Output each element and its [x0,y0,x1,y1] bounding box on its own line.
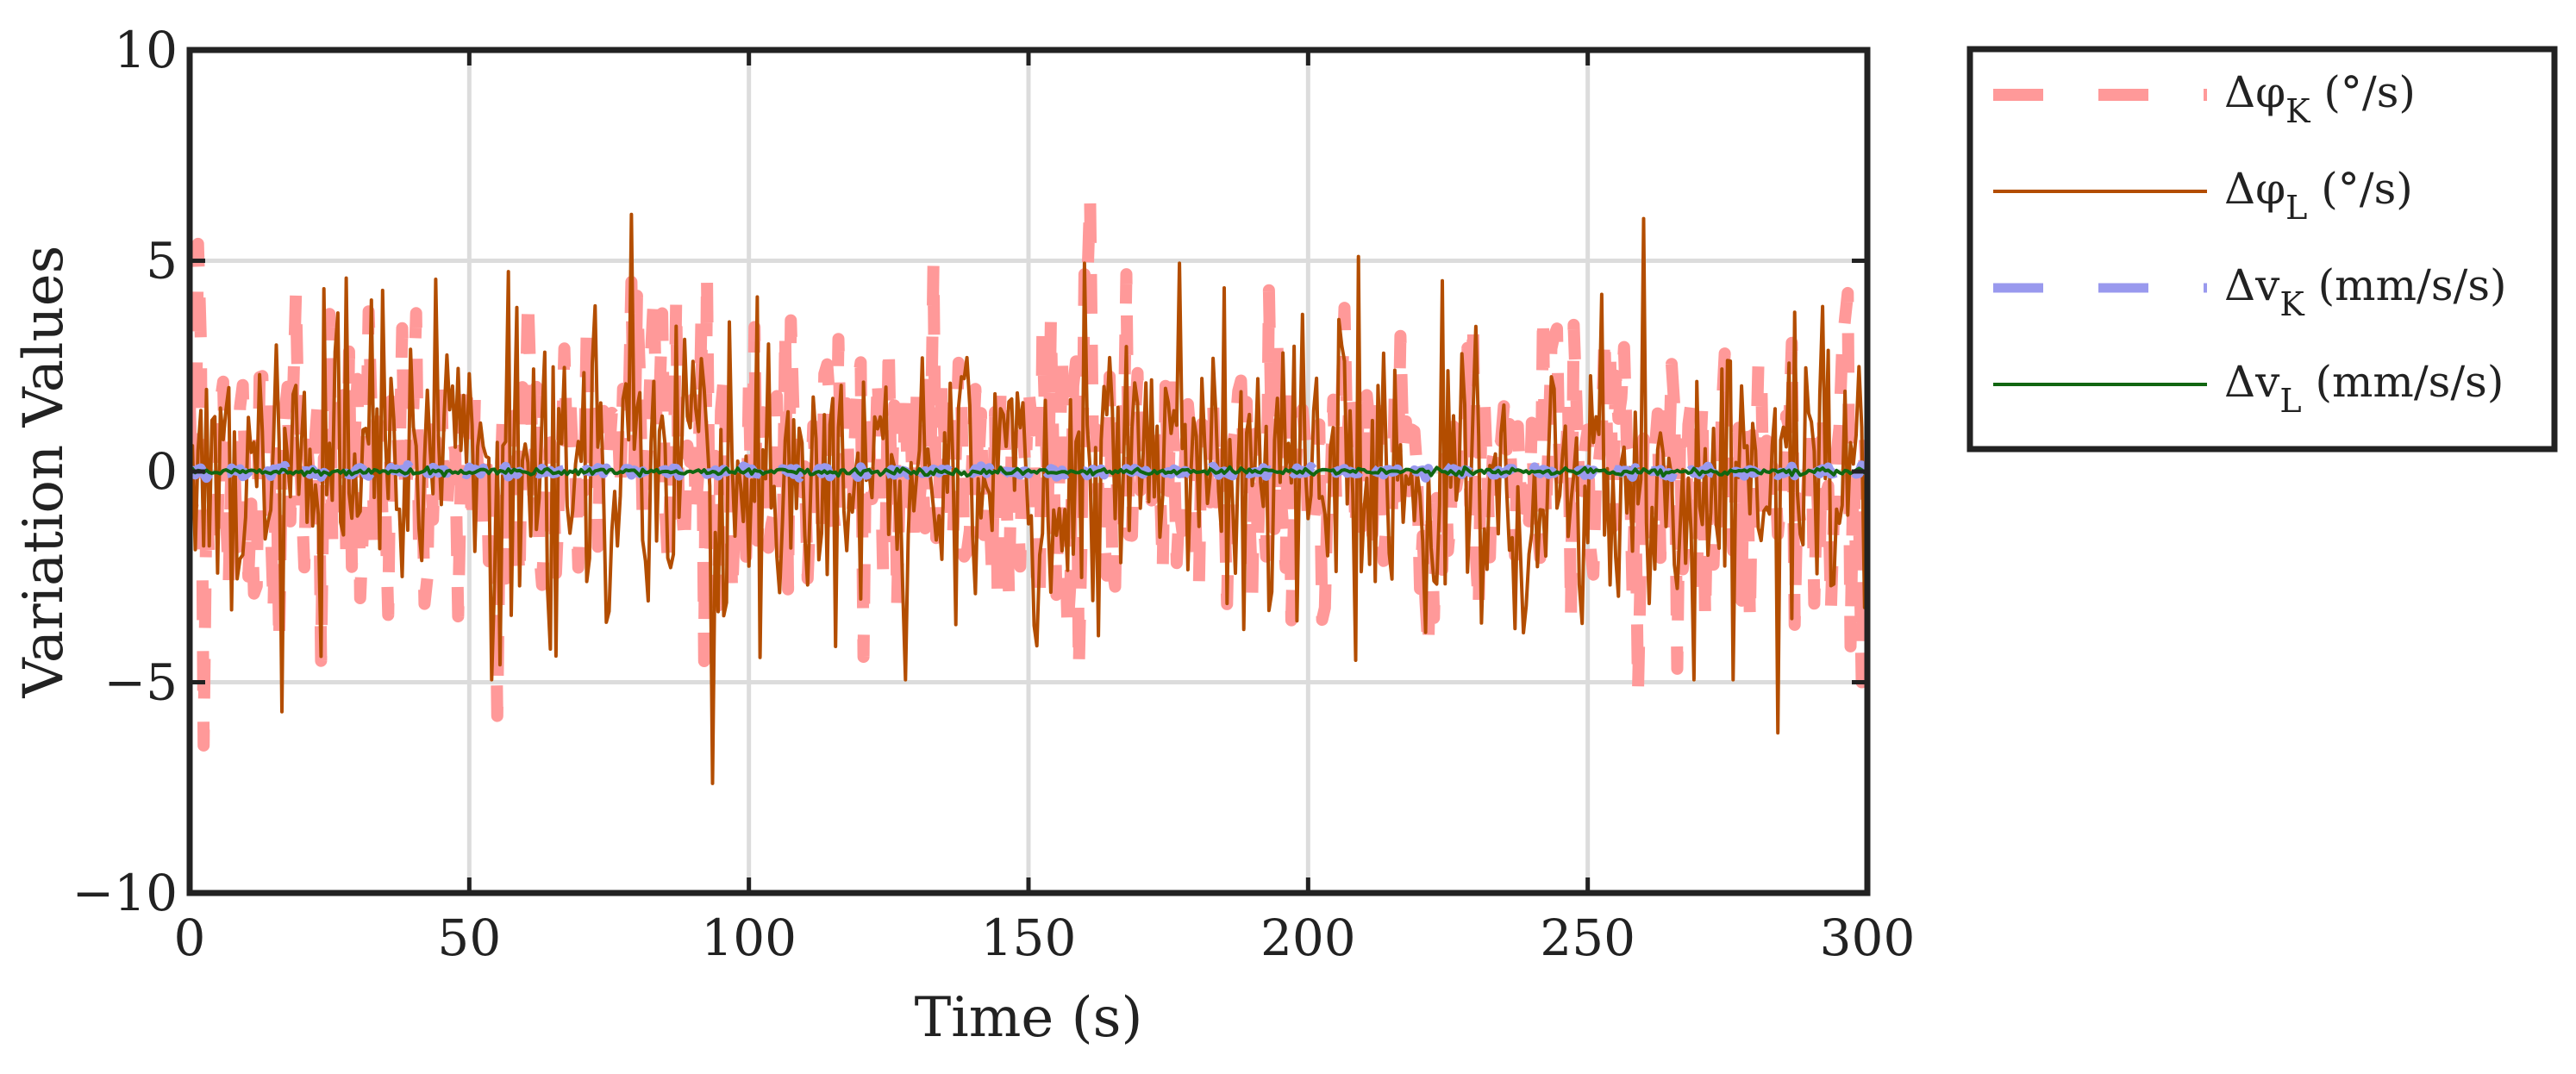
y-tick-label: 10 [114,21,178,79]
y-tick-label: 5 [146,232,178,290]
legend-label-1: ΔφL (°/s) [2224,164,2413,227]
y-axis-label: Variation Values [12,246,76,699]
series-line-0 [190,191,1867,752]
x-tick-label: 150 [981,909,1077,967]
y-tick-label: −5 [104,653,178,712]
legend-frame [1966,46,2558,453]
legend-label-2: ΔvK (mm/s/s) [2224,260,2507,323]
plot-area [190,191,1867,785]
x-tick-label: 0 [174,909,206,967]
y-tick-label: −10 [72,864,178,922]
axis-ticks [187,47,1870,896]
tick-labels: 0 50 100 150 200 250 300 −10 −5 0 5 10 [72,21,1916,967]
y-tick-label: 0 [146,442,178,501]
series-line-3 [190,465,1867,478]
legend-label-0: ΔφK (°/s) [2224,67,2416,130]
series-layer [190,191,1867,785]
legend: ΔφK (°/s) ΔφL (°/s) ΔvK (mm/s/s) ΔvL (mm/s/… [1966,46,2558,453]
x-tick-label: 250 [1540,909,1635,967]
legend-label-3: ΔvL (mm/s/s) [2224,357,2504,420]
x-tick-label: 100 [701,909,797,967]
x-tick-label: 300 [1820,909,1916,967]
x-tick-label: 200 [1260,909,1356,967]
x-tick-label: 50 [437,909,501,967]
x-axis-label: Time (s) [915,986,1143,1050]
series-line-1 [190,212,1867,785]
